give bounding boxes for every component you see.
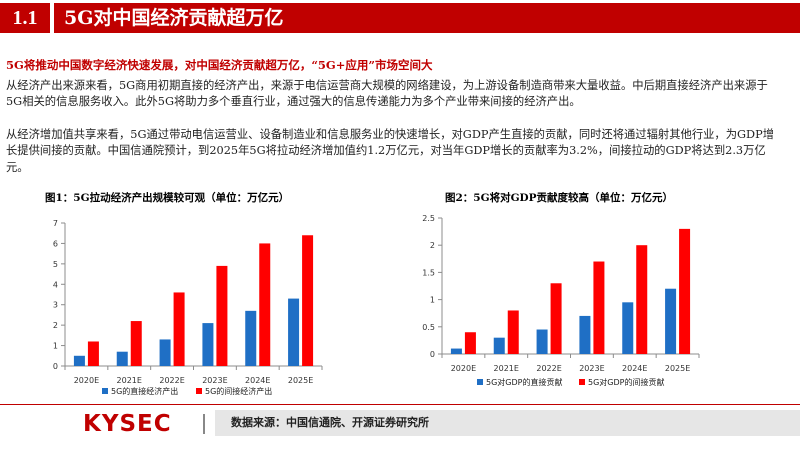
bar-indirect-2024E (636, 245, 648, 354)
x-tick-label: 2024E (622, 364, 647, 373)
legend-label-1: 5G对GDP的间接贡献 (588, 377, 664, 387)
bar-direct-2025E (665, 288, 677, 354)
y-tick-label: 0 (430, 350, 435, 359)
legend-label-0: 5G对GDP的直接贡献 (486, 377, 562, 387)
footer-divider (0, 404, 800, 405)
paragraph-2: 从经济增加值共享来看，5G通过带动电信运营业、设备制造业和信息服务业的快速增长，… (6, 128, 774, 174)
legend-label-1: 5G的间接经济产出 (205, 386, 272, 396)
x-tick-label: 2025E (288, 376, 313, 385)
data-source: 数据来源：中国信通院、开源证券研究所 (215, 410, 800, 436)
bar-indirect-2025E (679, 228, 691, 354)
y-tick-label: 2.5 (422, 214, 435, 223)
y-tick-label: 0 (53, 362, 58, 371)
y-tick-label: 6 (53, 239, 58, 248)
legend-label-0: 5G的直接经济产出 (111, 386, 178, 396)
bar-indirect-2020E (464, 332, 476, 354)
bar-indirect-2021E (507, 310, 519, 354)
bar-direct-2021E (116, 351, 128, 366)
logo-separator (203, 414, 205, 434)
y-tick-label: 0.5 (422, 323, 435, 332)
legend-swatch-0 (477, 379, 483, 385)
x-tick-label: 2025E (665, 364, 690, 373)
x-tick-label: 2022E (159, 376, 184, 385)
chart-gdp-contribution: 图2：5G将对GDP贡献度较高（单位：万亿元） 0 0.5 1 1.5 2 2.5 2020E… (422, 191, 700, 387)
chart-title: 图2：5G将对GDP贡献度较高（单位：万亿元） (445, 191, 673, 204)
bar-direct-2022E (159, 339, 171, 366)
legend-swatch-1 (579, 379, 585, 385)
y-tick-label: 1 (430, 296, 435, 305)
x-tick-label: 2023E (202, 376, 227, 385)
section-number: 1.1 (0, 3, 50, 33)
bar-indirect-2025E (302, 235, 314, 366)
bar-direct-2021E (493, 337, 505, 354)
bar-direct-2020E (450, 348, 462, 354)
subheading: 5G将推动中国数字经济快速发展，对中国经济贡献超万亿，“5G+应用”市场空间大 (6, 58, 433, 72)
y-tick-label: 4 (53, 280, 58, 289)
y-tick-label: 2 (53, 321, 58, 330)
x-tick-label: 2021E (494, 364, 519, 373)
bar-indirect-2020E (87, 341, 99, 366)
bar-direct-2025E (288, 298, 300, 366)
bar-indirect-2023E (593, 261, 605, 354)
bar-indirect-2022E (173, 292, 185, 366)
bar-direct-2024E (245, 310, 257, 366)
bar-direct-2024E (622, 302, 634, 354)
bar-direct-2020E (73, 355, 85, 366)
bar-indirect-2022E (550, 283, 562, 354)
x-tick-label: 2021E (117, 376, 142, 385)
y-tick-label: 5 (53, 260, 58, 269)
chart-economic-output: 图1：5G拉动经济产出规模较可观（单位：万亿元） 0 1 2 3 4 5 6 7 2020E 202… (45, 191, 323, 396)
x-tick-label: 2020E (451, 364, 476, 373)
bar-direct-2022E (536, 329, 548, 354)
y-tick-label: 3 (53, 301, 58, 310)
header-divider (50, 3, 54, 33)
chart-title: 图1：5G拉动经济产出规模较可观（单位：万亿元） (45, 191, 289, 204)
brand-logo: KYSEC (83, 411, 172, 437)
legend-swatch-0 (102, 388, 108, 394)
legend-swatch-1 (196, 388, 202, 394)
x-tick-label: 2023E (579, 364, 604, 373)
y-tick-label: 7 (53, 219, 58, 228)
x-tick-label: 2024E (245, 376, 270, 385)
x-tick-label: 2022E (536, 364, 561, 373)
y-tick-label: 1.5 (422, 268, 435, 277)
y-tick-label: 1 (53, 342, 58, 351)
bar-indirect-2024E (259, 243, 271, 366)
x-tick-label: 2020E (74, 376, 99, 385)
paragraph-1: 从经济产出来源来看，5G商用初期直接的经济产出，来源于电信运营商大规模的网络建设… (6, 79, 768, 109)
bar-direct-2023E (579, 315, 591, 354)
y-tick-label: 2 (430, 241, 435, 250)
slide-title: 5G对中国经济贡献超万亿 (54, 3, 800, 33)
slide-header: 1.1 5G对中国经济贡献超万亿 (0, 0, 800, 36)
bar-direct-2023E (202, 323, 214, 366)
bar-indirect-2023E (216, 265, 228, 366)
bar-indirect-2021E (130, 321, 142, 366)
